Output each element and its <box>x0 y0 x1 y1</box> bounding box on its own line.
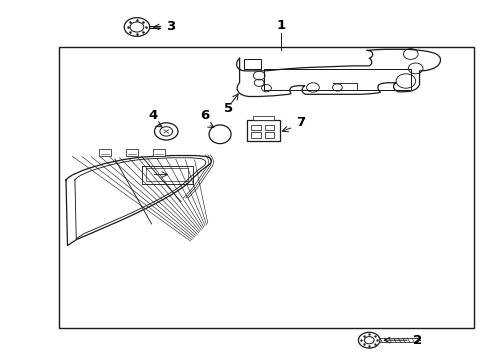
Circle shape <box>154 123 178 140</box>
Text: 5: 5 <box>224 102 232 114</box>
Bar <box>99 149 111 156</box>
Polygon shape <box>66 156 211 246</box>
Circle shape <box>124 18 149 36</box>
Text: 3: 3 <box>166 21 175 33</box>
Text: 4: 4 <box>149 109 158 122</box>
Text: 7: 7 <box>295 116 305 129</box>
Bar <box>244 59 260 69</box>
Bar <box>252 116 274 120</box>
Text: 2: 2 <box>412 334 422 347</box>
Text: 6: 6 <box>200 109 208 122</box>
Ellipse shape <box>209 125 231 144</box>
Text: 1: 1 <box>276 19 285 32</box>
Bar <box>126 149 138 156</box>
Bar <box>264 125 274 130</box>
Circle shape <box>358 332 379 348</box>
Bar <box>264 132 274 138</box>
Bar <box>153 149 164 156</box>
Bar <box>59 47 473 328</box>
Bar <box>250 132 260 138</box>
Polygon shape <box>236 49 440 96</box>
Bar <box>250 125 260 130</box>
Bar <box>246 120 280 141</box>
